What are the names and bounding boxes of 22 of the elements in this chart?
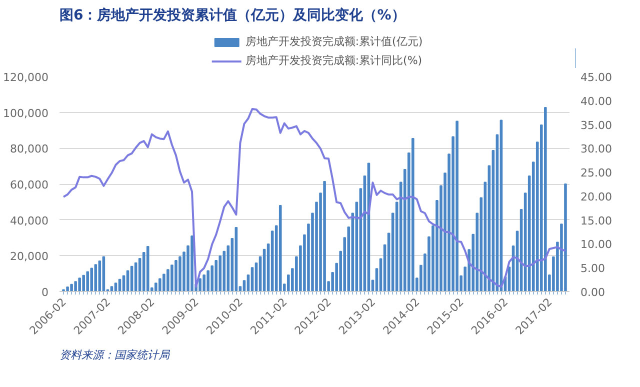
legend-label: 房地产开发投资完成额:累计同比(%) <box>245 53 422 68</box>
chart-title: 图6：房地产开发投资累计值（亿元）及同比变化（%） <box>60 6 406 24</box>
y2-tick-label: 35.00 <box>580 118 612 132</box>
line-series <box>62 108 566 288</box>
y2-tick-label: 45.00 <box>580 71 612 84</box>
y2-tick-label: 10.00 <box>580 238 612 252</box>
text: 资料来源：国家统计局 <box>60 348 170 362</box>
y2-tick-label: 20.00 <box>580 190 612 204</box>
y-tick-label: 40,000 <box>10 214 49 228</box>
y2-tick-label: 30.00 <box>580 142 612 156</box>
y-tick-label: 120,000 <box>3 71 49 84</box>
y2-tick-label: 25.00 <box>580 166 612 180</box>
y-tick-label: 80,000 <box>10 142 49 156</box>
y2-tick-label: 40.00 <box>580 94 612 108</box>
legend-label: 房地产开发投资完成额:累计值(亿元) <box>245 34 423 49</box>
y-tick-label: 60,000 <box>10 178 49 192</box>
y-tick-label: 100,000 <box>3 106 49 120</box>
y2-tick-label: 15.00 <box>580 214 612 228</box>
y2-tick-label: 5.00 <box>580 262 605 276</box>
y-tick-label: 20,000 <box>10 250 49 264</box>
y2-tick-label: 0.00 <box>580 286 605 299</box>
y-tick-label: 0 <box>42 286 48 299</box>
